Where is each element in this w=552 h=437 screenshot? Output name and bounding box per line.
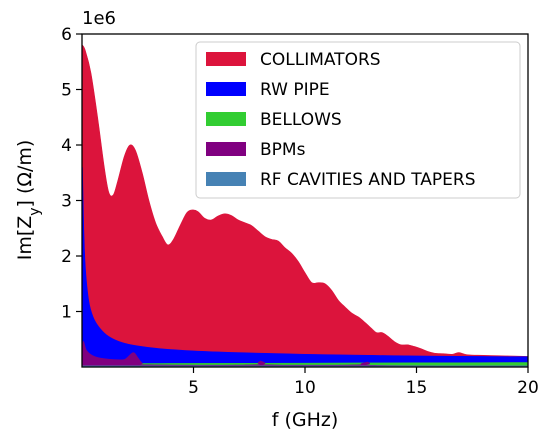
x-tick-label: 5 <box>188 378 199 398</box>
legend-swatch-rw-pipe <box>206 82 246 96</box>
area-bpms <box>82 341 528 367</box>
y-multiplier: 1e6 <box>82 8 116 29</box>
y-axis-label-post: ] (Ω/m) <box>14 140 36 208</box>
x-axis-ticks: 5 10 15 20 <box>188 367 539 398</box>
y-axis-ticks: 1 2 3 4 5 6 <box>61 25 82 323</box>
y-tick-label: 1 <box>61 303 72 323</box>
y-axis-label-sub: y <box>27 207 43 215</box>
x-axis-label: f (GHz) <box>272 409 339 431</box>
legend-swatch-collimators <box>206 52 246 66</box>
legend-swatch-rf-cavities-and-tapers <box>206 172 246 186</box>
x-tick-label: 20 <box>517 378 539 398</box>
legend: COLLIMATORS RW PIPE BELLOWS BPMs RF CAVITIES… <box>195 41 521 199</box>
legend-box <box>195 41 521 199</box>
series-areas <box>82 44 528 367</box>
legend-label-collimators: COLLIMATORS <box>260 50 381 70</box>
y-axis-label-pre: Im[Z <box>14 216 36 261</box>
legend-label-rf-cavities-and-tapers: RF CAVITIES AND TAPERS <box>260 170 476 190</box>
legend-label-bpms: BPMs <box>260 140 306 160</box>
y-tick-label: 6 <box>61 25 72 45</box>
y-axis-label: Im[Zy] (Ω/m) <box>14 140 43 261</box>
area-collimators <box>82 44 528 367</box>
plot-area <box>81 33 529 368</box>
y-tick-label: 4 <box>61 136 72 156</box>
legend-swatch-bpms <box>206 142 246 156</box>
area-rw-pipe <box>82 167 528 367</box>
legend-label-rw-pipe: RW PIPE <box>260 80 330 100</box>
legend-label-bellows: BELLOWS <box>260 110 342 130</box>
y-tick-label: 5 <box>61 81 72 101</box>
legend-swatch-bellows <box>206 112 246 126</box>
x-tick-label: 15 <box>406 378 428 398</box>
x-tick-label: 10 <box>294 378 316 398</box>
y-tick-label: 3 <box>61 192 72 212</box>
y-tick-label: 2 <box>61 247 72 267</box>
